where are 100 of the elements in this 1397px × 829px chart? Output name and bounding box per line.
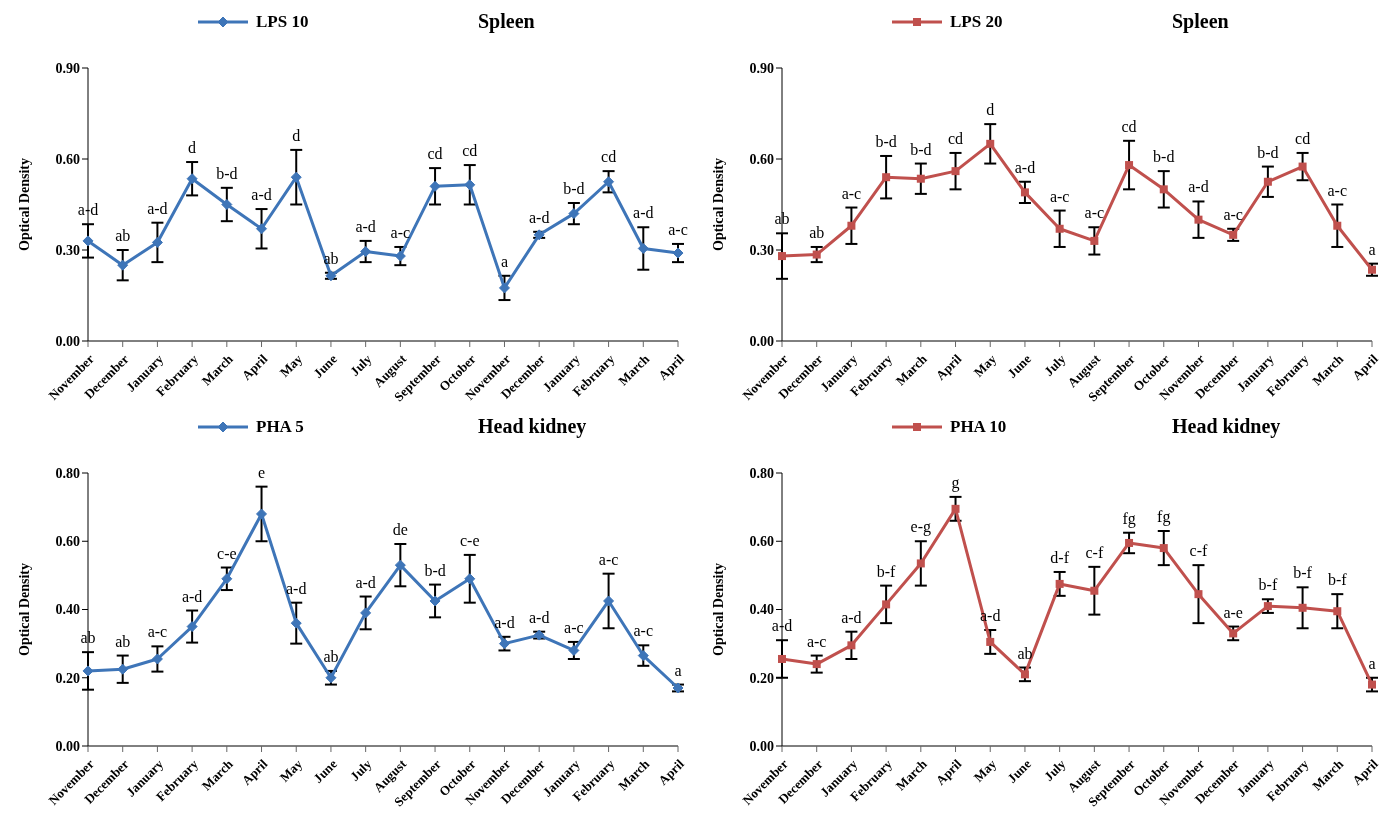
data-label: a-c	[1327, 181, 1348, 199]
point	[290, 171, 302, 183]
data-label: a-d	[355, 573, 376, 591]
y-tick-label: 0.80	[55, 465, 80, 481]
data-label: b-d	[1257, 143, 1279, 161]
point	[1125, 161, 1134, 170]
x-tick-label: July	[1041, 755, 1069, 784]
x-tick-label: June	[310, 756, 341, 786]
x-tick-label: May	[276, 350, 306, 380]
point	[847, 221, 856, 230]
data-label: de	[392, 520, 408, 538]
data-label: c-e	[460, 531, 480, 549]
point	[394, 250, 406, 262]
point	[882, 173, 891, 182]
data-label: a-d	[528, 208, 550, 226]
data-label: a	[1368, 240, 1376, 258]
y-tick-label: 0.80	[749, 465, 774, 481]
y-tick-label: 0.90	[749, 60, 774, 76]
x-tick-label: May	[276, 755, 306, 785]
data-label: cd	[947, 129, 964, 147]
x-tick-label: May	[970, 755, 1000, 785]
data-label: cd	[462, 142, 478, 160]
data-label: b-d	[216, 164, 238, 182]
point	[1055, 224, 1064, 233]
data-label: a-d	[494, 613, 515, 631]
y-tick-label: 0.40	[749, 602, 774, 618]
point	[1298, 603, 1307, 612]
data-label: ab	[115, 632, 131, 650]
point	[812, 660, 821, 669]
point	[778, 654, 786, 663]
point	[1020, 670, 1029, 679]
data-label: a-c	[633, 622, 654, 640]
data-label: d	[986, 101, 995, 119]
x-tick-label: May	[970, 350, 1000, 380]
point	[464, 573, 476, 585]
y-tick-label: 0.30	[749, 242, 774, 258]
point	[394, 559, 406, 571]
point	[221, 573, 233, 585]
data-label: a-c	[564, 618, 584, 636]
data-label: a	[1368, 654, 1376, 672]
y-tick-label: 0.60	[55, 151, 80, 167]
data-label: a-d	[841, 608, 862, 626]
data-label: b-d	[563, 179, 585, 197]
y-tick-label: 0.20	[55, 670, 80, 686]
data-label: b-f	[876, 562, 897, 580]
point	[1090, 236, 1099, 245]
data-label: fg	[1122, 509, 1136, 528]
point	[603, 176, 615, 188]
y-tick-label: 0.00	[55, 333, 80, 349]
data-label: a-d	[528, 608, 550, 626]
point	[186, 173, 198, 185]
point	[498, 282, 510, 294]
point	[1333, 607, 1342, 616]
point	[1055, 579, 1064, 588]
point	[1159, 185, 1168, 194]
data-label: e	[257, 463, 266, 481]
point	[151, 653, 163, 665]
point	[986, 139, 995, 148]
x-tick-label: July	[347, 755, 375, 784]
data-label: c-f	[1189, 542, 1209, 560]
data-label: a-d	[1014, 158, 1036, 176]
data-label: ab	[809, 223, 825, 241]
data-label: ab	[774, 210, 790, 228]
point	[256, 223, 268, 235]
point	[360, 246, 372, 258]
data-label: a-c	[1049, 187, 1070, 205]
point	[672, 247, 684, 259]
point	[951, 504, 960, 513]
point	[986, 637, 995, 646]
point	[1333, 221, 1342, 230]
chart-title: Head kidney	[478, 415, 587, 438]
data-label: a-d	[286, 579, 307, 597]
point	[151, 236, 163, 248]
data-label: a-d	[147, 199, 168, 217]
point	[603, 595, 615, 607]
point	[429, 595, 441, 607]
legend-label: PHA 5	[256, 417, 304, 437]
point	[1159, 544, 1168, 553]
chart-title: Head kidney	[1172, 415, 1281, 438]
legend-label: LPS 20	[950, 12, 1003, 32]
data-label: c-e	[217, 544, 237, 562]
data-label: a-c	[806, 632, 827, 650]
point	[568, 208, 580, 220]
data-label: cd	[427, 145, 443, 163]
y-tick-label: 0.30	[55, 242, 80, 258]
point	[1020, 188, 1029, 197]
y-tick-label: 0.60	[55, 534, 80, 550]
data-label: a-c	[1084, 204, 1105, 222]
legend-label: LPS 10	[256, 12, 309, 32]
point	[221, 199, 233, 210]
data-label: b-d	[875, 132, 897, 150]
x-tick-label: July	[347, 350, 375, 379]
data-label: d-f	[1050, 548, 1070, 566]
data-label: cd	[1121, 117, 1137, 135]
point	[1368, 680, 1376, 689]
data-label: a-d	[355, 217, 376, 235]
point	[1263, 177, 1272, 186]
data-label: e-g	[910, 518, 932, 537]
data-label: b-d	[1153, 148, 1175, 166]
point	[117, 259, 129, 271]
